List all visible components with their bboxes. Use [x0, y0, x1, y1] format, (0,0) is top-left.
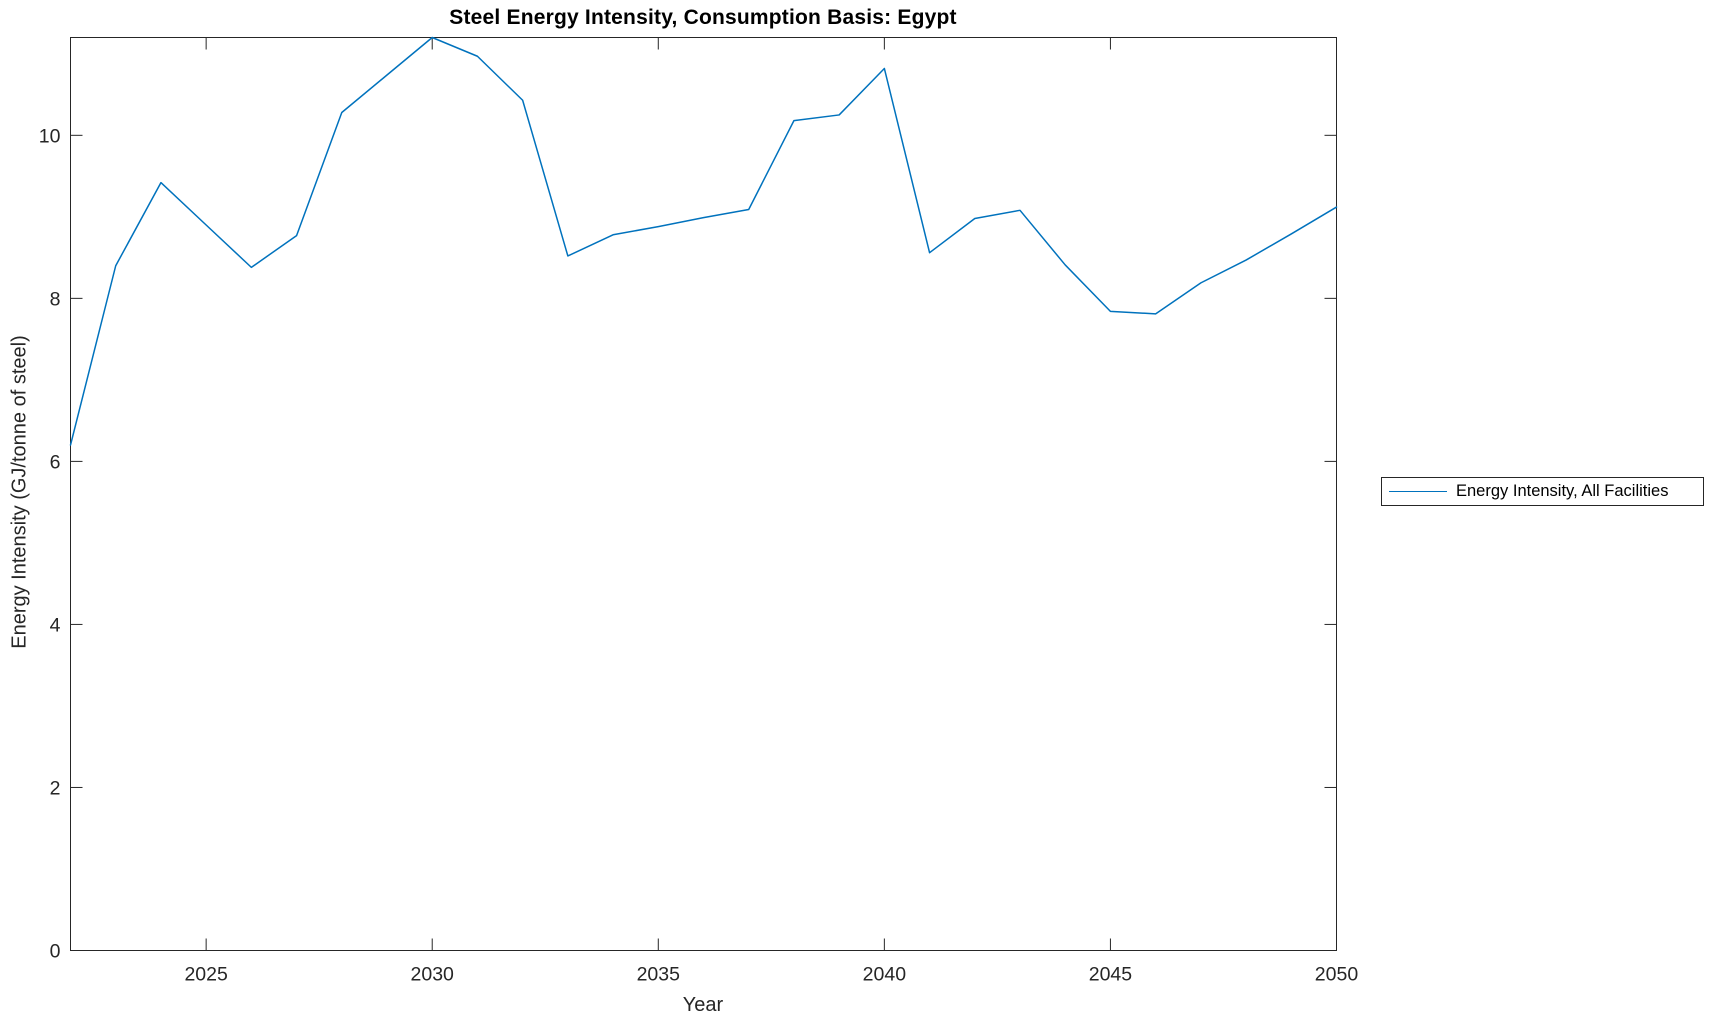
- y-tick-label: 4: [50, 614, 61, 636]
- legend-line-sample-icon: [1389, 491, 1447, 492]
- y-tick-label: 8: [50, 288, 61, 310]
- x-tick-label: 2040: [863, 964, 907, 986]
- x-axis-label: Year: [682, 994, 724, 1016]
- y-tick-label: 2: [50, 777, 61, 799]
- y-tick-label: 10: [39, 125, 61, 147]
- x-tick-label: 2030: [411, 964, 455, 986]
- chart-title: Steel Energy Intensity, Consumption Basi…: [449, 6, 957, 29]
- y-tick-label: 6: [50, 451, 61, 473]
- axes-frame: [70, 37, 1337, 951]
- y-axis-label: Energy Intensity (GJ/tonne of steel): [8, 335, 31, 649]
- x-tick-label: 2050: [1315, 964, 1359, 986]
- x-tick-label: 2035: [637, 964, 681, 986]
- y-tick-label: 0: [50, 941, 61, 963]
- energy-intensity-line: [69, 36, 1338, 446]
- x-tick-label: 2025: [184, 964, 228, 986]
- legend-label: Energy Intensity, All Facilities: [1456, 482, 1669, 500]
- x-tick-label: 2045: [1089, 964, 1133, 986]
- legend: Energy Intensity, All Facilities: [1381, 477, 1704, 506]
